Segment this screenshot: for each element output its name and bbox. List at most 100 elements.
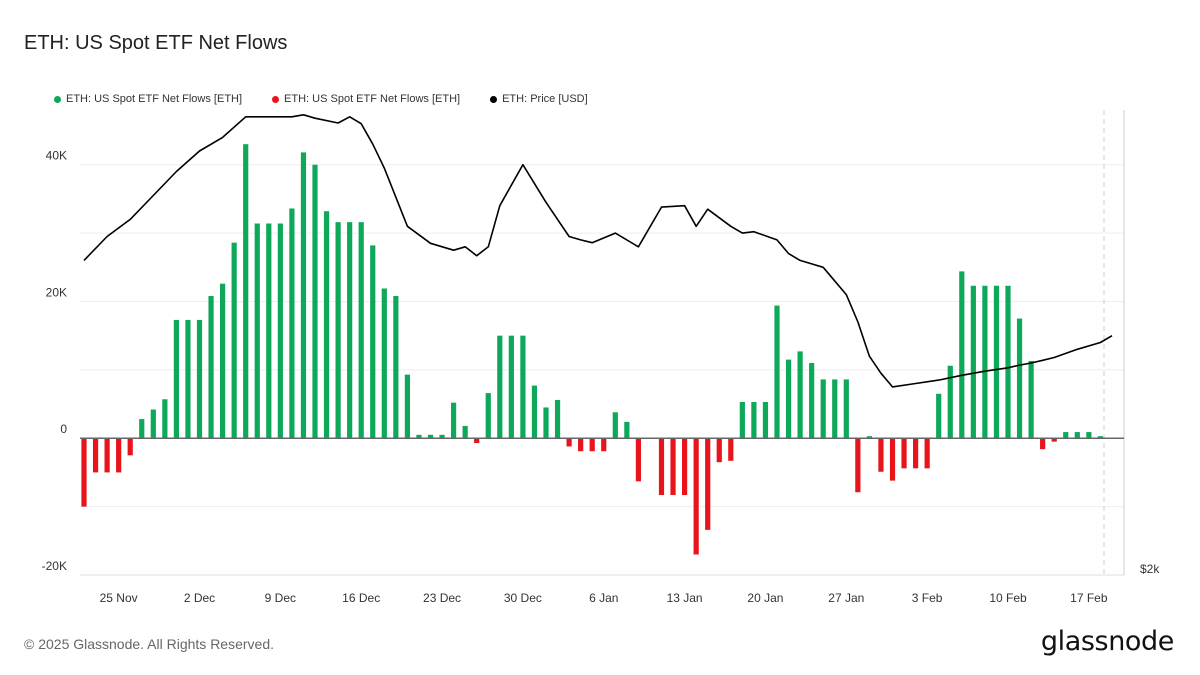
bar-outflow[interactable] <box>670 438 676 495</box>
bar-inflow[interactable] <box>231 242 237 439</box>
bar-inflow[interactable] <box>809 363 815 439</box>
bar-outflow[interactable] <box>716 438 722 463</box>
bar-inflow[interactable] <box>323 211 330 439</box>
bar-outflow[interactable] <box>127 438 133 456</box>
bar-outflow[interactable] <box>705 438 711 530</box>
bar-outflow[interactable] <box>81 438 87 507</box>
bar-outflow[interactable] <box>878 438 884 472</box>
bar-inflow[interactable] <box>531 385 538 439</box>
bar-inflow[interactable] <box>150 409 156 439</box>
bar-inflow[interactable] <box>1028 360 1034 439</box>
bar-inflow[interactable] <box>162 399 168 439</box>
bar-outflow[interactable] <box>1040 438 1046 450</box>
bar-inflow[interactable] <box>774 305 780 439</box>
bar-inflow[interactable] <box>797 351 803 439</box>
bar-inflow[interactable] <box>289 208 295 439</box>
bar-inflow[interactable] <box>520 335 526 439</box>
bar-inflow[interactable] <box>139 419 145 439</box>
bar-inflow[interactable] <box>451 402 457 439</box>
bar-inflow[interactable] <box>300 152 307 439</box>
bar-inflow[interactable] <box>497 335 503 439</box>
chart-area[interactable]: 40K 20K 0 -20K $2k 25 Nov 2 Dec 9 Dec 16 Dec 23 D… <box>0 0 1200 620</box>
bar-inflow[interactable] <box>982 285 988 439</box>
x-tick-label: 30 Dec <box>504 591 542 605</box>
bar-inflow[interactable] <box>1005 285 1011 439</box>
bar-outflow[interactable] <box>693 438 699 555</box>
bar-inflow[interactable] <box>277 223 283 439</box>
bar-inflow[interactable] <box>208 296 214 439</box>
bar-outflow[interactable] <box>728 438 734 461</box>
bar-inflow[interactable] <box>254 223 260 439</box>
bar-inflow[interactable] <box>393 296 399 439</box>
glassnode-logo: glassnode <box>1040 626 1175 657</box>
bar-inflow[interactable] <box>508 335 514 439</box>
bar-inflow[interactable] <box>416 434 422 439</box>
bar-inflow[interactable] <box>196 319 203 439</box>
bar-inflow[interactable] <box>370 245 376 439</box>
bar-outflow[interactable] <box>913 438 919 469</box>
bar-inflow[interactable] <box>439 434 445 439</box>
bar-inflow[interactable] <box>612 412 618 439</box>
bar-inflow[interactable] <box>266 223 272 439</box>
bar-inflow[interactable] <box>959 271 965 439</box>
bar-inflow[interactable] <box>785 359 792 439</box>
bar-outflow[interactable] <box>92 438 99 473</box>
bar-inflow[interactable] <box>1074 432 1080 439</box>
legend-item-price[interactable]: ETH: Price [USD] <box>490 93 588 105</box>
legend-dot-red <box>272 95 280 103</box>
bar-outflow[interactable] <box>474 438 480 444</box>
bar-inflow[interactable] <box>335 222 341 439</box>
bar-outflow[interactable] <box>1051 438 1057 442</box>
bar-outflow[interactable] <box>635 438 641 482</box>
bar-inflow[interactable] <box>427 434 434 439</box>
bar-outflow[interactable] <box>658 438 665 495</box>
bar-inflow[interactable] <box>947 365 953 439</box>
bar-outflow[interactable] <box>116 438 122 473</box>
bar-inflow[interactable] <box>832 379 838 439</box>
bar-outflow[interactable] <box>578 438 584 452</box>
bar-inflow[interactable] <box>1086 432 1092 439</box>
bar-inflow[interactable] <box>751 401 757 439</box>
bar-outflow[interactable] <box>566 438 572 447</box>
bar-inflow[interactable] <box>739 401 745 439</box>
bar-inflow[interactable] <box>358 222 364 439</box>
bar-inflow[interactable] <box>866 436 872 439</box>
bar-inflow[interactable] <box>1097 436 1103 439</box>
bar-outflow[interactable] <box>889 438 896 481</box>
y-tick-label: 20K <box>46 285 67 299</box>
x-tick-label: 2 Dec <box>184 591 215 605</box>
bar-inflow[interactable] <box>1063 432 1069 439</box>
legend-item-outflows[interactable]: ETH: US Spot ETF Net Flows [ETH] <box>272 93 460 105</box>
bar-inflow[interactable] <box>554 399 561 439</box>
bar-inflow[interactable] <box>936 393 942 439</box>
bar-inflow[interactable] <box>220 283 226 439</box>
bar-outflow[interactable] <box>589 438 595 452</box>
legend-item-inflows[interactable]: ETH: US Spot ETF Net Flows [ETH] <box>54 93 242 105</box>
legend: ETH: US Spot ETF Net Flows [ETH] ETH: US… <box>54 93 588 105</box>
bar-outflow[interactable] <box>601 438 607 452</box>
bar-inflow[interactable] <box>243 144 249 439</box>
bar-outflow[interactable] <box>901 438 907 469</box>
price-line[interactable] <box>83 114 1113 388</box>
bar-inflow[interactable] <box>347 222 353 439</box>
bar-inflow[interactable] <box>543 407 549 439</box>
bar-inflow[interactable] <box>404 374 410 439</box>
bar-inflow[interactable] <box>624 421 630 439</box>
bar-inflow[interactable] <box>843 379 849 439</box>
bar-outflow[interactable] <box>104 438 110 473</box>
bar-inflow[interactable] <box>312 164 318 439</box>
bar-outflow[interactable] <box>682 438 688 495</box>
bar-inflow[interactable] <box>993 285 1000 439</box>
x-tick-label: 10 Feb <box>989 591 1027 605</box>
bar-inflow[interactable] <box>185 319 191 439</box>
bar-inflow[interactable] <box>462 425 468 439</box>
bar-inflow[interactable] <box>381 288 387 439</box>
bar-inflow[interactable] <box>1016 318 1023 439</box>
bar-outflow[interactable] <box>855 438 861 493</box>
bar-inflow[interactable] <box>820 379 826 439</box>
bar-inflow[interactable] <box>173 319 179 439</box>
bar-inflow[interactable] <box>970 285 976 439</box>
bar-inflow[interactable] <box>762 401 769 439</box>
bar-outflow[interactable] <box>924 438 930 469</box>
bar-inflow[interactable] <box>485 393 491 439</box>
